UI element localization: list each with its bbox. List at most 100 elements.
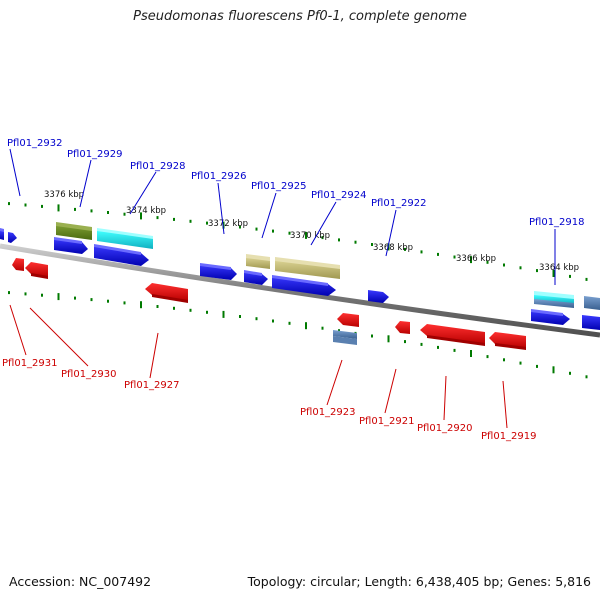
leader-2920 bbox=[443, 375, 447, 421]
minor-tick bbox=[404, 340, 406, 344]
minor-tick bbox=[569, 371, 571, 375]
label-pfl01-2925: Pfl01_2925 bbox=[251, 181, 307, 192]
leader-2926 bbox=[217, 182, 225, 235]
gene-forward-2932[interactable] bbox=[0, 228, 17, 243]
kbp-label-3364: 3364 kbp bbox=[539, 263, 579, 273]
minor-tick bbox=[585, 277, 588, 281]
leader-2928 bbox=[129, 171, 157, 215]
gene-reverse-2923-top[interactable] bbox=[337, 313, 359, 327]
minor-tick bbox=[437, 345, 439, 349]
major-tick bbox=[470, 256, 472, 264]
gene-forward-right[interactable] bbox=[582, 315, 600, 330]
minor-tick bbox=[173, 306, 175, 310]
map-title: Pseudomonas fluorescens Pf0-1, complete … bbox=[133, 9, 467, 24]
label-pfl01-2927: Pfl01_2927 bbox=[124, 380, 180, 391]
gene-forward-2929b[interactable] bbox=[54, 237, 88, 254]
leader-2927 bbox=[149, 332, 159, 379]
label-pfl01-2928: Pfl01_2928 bbox=[130, 161, 186, 172]
minor-tick bbox=[404, 247, 406, 251]
minor-tick bbox=[569, 274, 571, 278]
minor-tick bbox=[338, 238, 340, 242]
minor-tick bbox=[255, 317, 258, 321]
minor-tick bbox=[41, 204, 43, 208]
major-tick bbox=[305, 231, 307, 239]
genome-backbone bbox=[0, 243, 600, 338]
gene-reverse-2921[interactable] bbox=[395, 321, 410, 334]
minor-tick bbox=[24, 203, 27, 207]
minor-tick bbox=[255, 227, 258, 231]
leader-2924 bbox=[310, 201, 337, 246]
minor-tick bbox=[123, 301, 126, 305]
gene-forward-2922[interactable] bbox=[368, 290, 389, 303]
minor-tick bbox=[585, 375, 588, 379]
minor-tick bbox=[156, 305, 159, 308]
minor-tick bbox=[123, 212, 126, 216]
minor-tick bbox=[239, 315, 241, 318]
minor-tick bbox=[74, 207, 76, 211]
minor-tick bbox=[371, 334, 373, 338]
gene-forward-2918b[interactable] bbox=[531, 309, 570, 325]
major-tick bbox=[57, 293, 60, 301]
minor-tick bbox=[420, 342, 423, 346]
minor-tick bbox=[321, 236, 324, 240]
minor-tick bbox=[338, 329, 340, 333]
gene-reverse-2930[interactable] bbox=[25, 262, 48, 279]
label-pfl01-2926: Pfl01_2926 bbox=[191, 171, 247, 182]
major-tick bbox=[57, 204, 60, 212]
kbp-label-3370: 3370 kbp bbox=[290, 231, 330, 241]
minor-tick bbox=[519, 361, 522, 365]
leader-2921 bbox=[384, 368, 397, 414]
feature-cyan-2928[interactable] bbox=[97, 228, 153, 249]
feature-steel-right[interactable] bbox=[584, 296, 600, 310]
label-pfl01-2921: Pfl01_2921 bbox=[359, 416, 415, 427]
minor-tick bbox=[519, 266, 522, 270]
gene-reverse-2927[interactable] bbox=[145, 283, 188, 303]
leader-2932 bbox=[9, 148, 21, 197]
gene-reverse-2919[interactable] bbox=[489, 332, 526, 350]
minor-tick bbox=[486, 260, 489, 264]
label-pfl01-2931: Pfl01_2931 bbox=[2, 358, 58, 369]
minor-tick bbox=[74, 296, 76, 300]
minor-tick bbox=[288, 231, 291, 235]
minor-tick bbox=[206, 221, 208, 225]
outer-tick-row bbox=[8, 202, 588, 281]
major-tick bbox=[222, 310, 225, 318]
minor-tick bbox=[437, 252, 439, 256]
minor-tick bbox=[420, 250, 423, 254]
feature-cyan-2918[interactable] bbox=[534, 291, 574, 308]
minor-tick bbox=[503, 358, 505, 362]
major-tick bbox=[387, 243, 390, 251]
feature-khaki-2924[interactable] bbox=[275, 257, 340, 279]
minor-tick bbox=[371, 243, 373, 246]
label-pfl01-2924: Pfl01_2924 bbox=[311, 190, 367, 201]
kbp-label-3366: 3366 kbp bbox=[456, 254, 496, 264]
minor-tick bbox=[41, 293, 43, 297]
major-tick bbox=[470, 350, 472, 357]
gene-forward-2924b[interactable] bbox=[272, 275, 336, 296]
major-tick bbox=[552, 366, 555, 374]
kbp-label-3374: 3374 kbp bbox=[126, 206, 166, 216]
label-pfl01-2932: Pfl01_2932 bbox=[7, 138, 63, 149]
minor-tick bbox=[239, 225, 241, 229]
label-pfl01-2929: Pfl01_2929 bbox=[67, 149, 123, 160]
feature-khaki-2925[interactable] bbox=[246, 254, 270, 269]
gene-reverse-2931[interactable] bbox=[12, 258, 24, 271]
minor-tick bbox=[107, 211, 109, 214]
gene-forward-2928b[interactable] bbox=[94, 244, 149, 266]
gene-forward-2925b[interactable] bbox=[244, 270, 268, 285]
label-pfl01-2923: Pfl01_2923 bbox=[300, 407, 356, 418]
minor-tick bbox=[90, 298, 93, 302]
major-tick bbox=[140, 301, 142, 309]
minor-tick bbox=[272, 319, 274, 323]
label-pfl01-2920: Pfl01_2920 bbox=[417, 423, 473, 434]
minor-tick bbox=[90, 209, 93, 213]
minor-tick bbox=[107, 299, 109, 303]
minor-tick bbox=[503, 263, 505, 267]
minor-tick bbox=[288, 321, 291, 325]
gene-forward-2926[interactable] bbox=[200, 263, 237, 280]
feature-olive-2929[interactable] bbox=[56, 222, 92, 240]
gene-reverse-2923[interactable] bbox=[333, 330, 357, 345]
major-tick bbox=[305, 322, 307, 330]
gene-reverse-2920[interactable] bbox=[420, 324, 485, 346]
